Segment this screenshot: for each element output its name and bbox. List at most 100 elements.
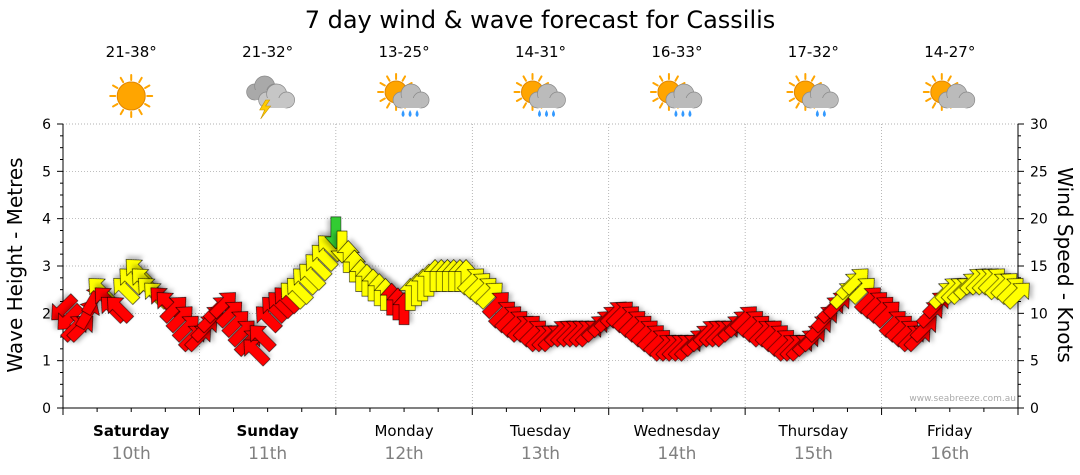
sun-ray (652, 97, 659, 102)
left-tick-label: 1 (42, 354, 51, 370)
sun-ray (810, 75, 816, 82)
grid (63, 123, 1018, 408)
day-temp-range: 17-32° (788, 43, 839, 61)
sun-disc (116, 81, 146, 111)
sun-ray (522, 102, 527, 109)
sunny-icon (109, 74, 154, 118)
day-temp-range: 13-25° (379, 43, 430, 61)
sun-ray (652, 82, 659, 87)
left-tick-label: 5 (42, 164, 51, 180)
weather-row: 21-38° 21-32° 13-25° 14-31° 16-33° 17-32° 14-2… (106, 43, 976, 120)
right-tick-label: 0 (1030, 401, 1039, 417)
day-date-label: 15th (794, 444, 833, 464)
chart-title: 7 day wind & wave forecast for Cassilis (305, 6, 776, 34)
day-labels: Saturday 10th Sunday 11th Monday 12th Tuesday 1… (93, 422, 973, 464)
lightning-bolt (259, 99, 272, 120)
sun-ray (112, 84, 119, 89)
sun-ray (658, 102, 664, 109)
y-axis-label-left: Wave Height - Metres (3, 157, 27, 372)
sun-ray (379, 97, 386, 102)
day-date-label: 14th (657, 444, 696, 464)
right-tick-label: 5 (1030, 354, 1039, 370)
sun-ray (144, 103, 151, 108)
sun-ray (658, 75, 664, 82)
wind-arrow (481, 292, 509, 320)
sun-ray (538, 75, 543, 82)
sun-showers-icon (377, 73, 430, 117)
sun-ray (112, 103, 119, 108)
rain-drop (408, 110, 412, 117)
sun-ray (947, 75, 952, 82)
cloud-base (401, 98, 422, 108)
sun-ray (515, 97, 523, 102)
sun-ray (522, 75, 527, 82)
day-name-label: Monday (374, 422, 433, 440)
rain-drop (674, 110, 678, 117)
day-date-label: 13th (521, 444, 560, 464)
wind-arrow (208, 292, 236, 320)
wind-arrow (872, 301, 900, 329)
rain-drop (552, 110, 555, 117)
sun-ray (795, 102, 800, 109)
cloud-base (673, 98, 694, 108)
left-tick-label: 6 (42, 117, 51, 133)
right-tick-label: 20 (1030, 212, 1048, 228)
left-tick-label: 4 (42, 212, 51, 228)
day-name-label: Wednesday (634, 422, 721, 440)
wind-arrow (165, 306, 193, 334)
sun-ray (138, 76, 143, 84)
right-tick-label: 10 (1030, 306, 1048, 322)
rain-drop (545, 110, 548, 117)
thunderstorm-icon (246, 75, 295, 120)
rain-drop (681, 110, 685, 117)
day-date-label: 10th (112, 444, 151, 464)
wind-arrows (51, 216, 1030, 367)
sun-ray (379, 82, 386, 87)
sun-ray (788, 97, 796, 102)
wind-arrow (475, 282, 503, 310)
sun-ray (119, 108, 125, 116)
sun-ray (119, 76, 125, 84)
rain-drop (815, 110, 819, 117)
wind-arrow (847, 278, 875, 305)
left-tick-label: 0 (42, 401, 51, 417)
sun-ray (515, 82, 523, 87)
cloud-base (537, 98, 558, 108)
sun-ray (401, 75, 407, 82)
rain-drop (822, 110, 826, 117)
y-axis-label-right: Wind Speed - Knots (1053, 167, 1077, 363)
partly-cloudy-icon (922, 73, 976, 111)
day-temp-range: 14-31° (515, 43, 566, 61)
sun-ray (925, 82, 932, 87)
day-temp-range: 21-32° (242, 43, 293, 61)
sun-ray (931, 102, 937, 109)
wind-arrow (171, 315, 199, 343)
day-date-label: 11th (248, 444, 287, 464)
rain-drop (401, 110, 405, 117)
sun-showers-icon (649, 73, 703, 117)
sun-ray (795, 75, 800, 82)
cloud-icon (665, 83, 703, 109)
rain-drop (538, 110, 541, 117)
sun-ray (931, 75, 937, 82)
day-temp-range: 21-38° (106, 43, 157, 61)
day-temp-range: 16-33° (651, 43, 702, 61)
cloud-base (266, 98, 287, 108)
wind-arrow (249, 325, 277, 353)
wind-arrow (1002, 282, 1030, 310)
wind-arrow (841, 268, 869, 296)
cloud-icon (802, 83, 839, 109)
sun-ray (674, 75, 679, 82)
day-name-label: Friday (927, 422, 973, 440)
sun-ray (925, 97, 932, 102)
right-tick-label: 25 (1030, 164, 1048, 180)
wind-arrow (159, 296, 187, 324)
left-tick-label: 2 (42, 306, 51, 322)
sun-ray (138, 108, 143, 116)
cloud-icon (938, 83, 976, 109)
rain-drop (415, 110, 419, 117)
cloud-base (810, 98, 831, 108)
sun-ray (788, 82, 796, 87)
rain-drop (688, 110, 692, 117)
